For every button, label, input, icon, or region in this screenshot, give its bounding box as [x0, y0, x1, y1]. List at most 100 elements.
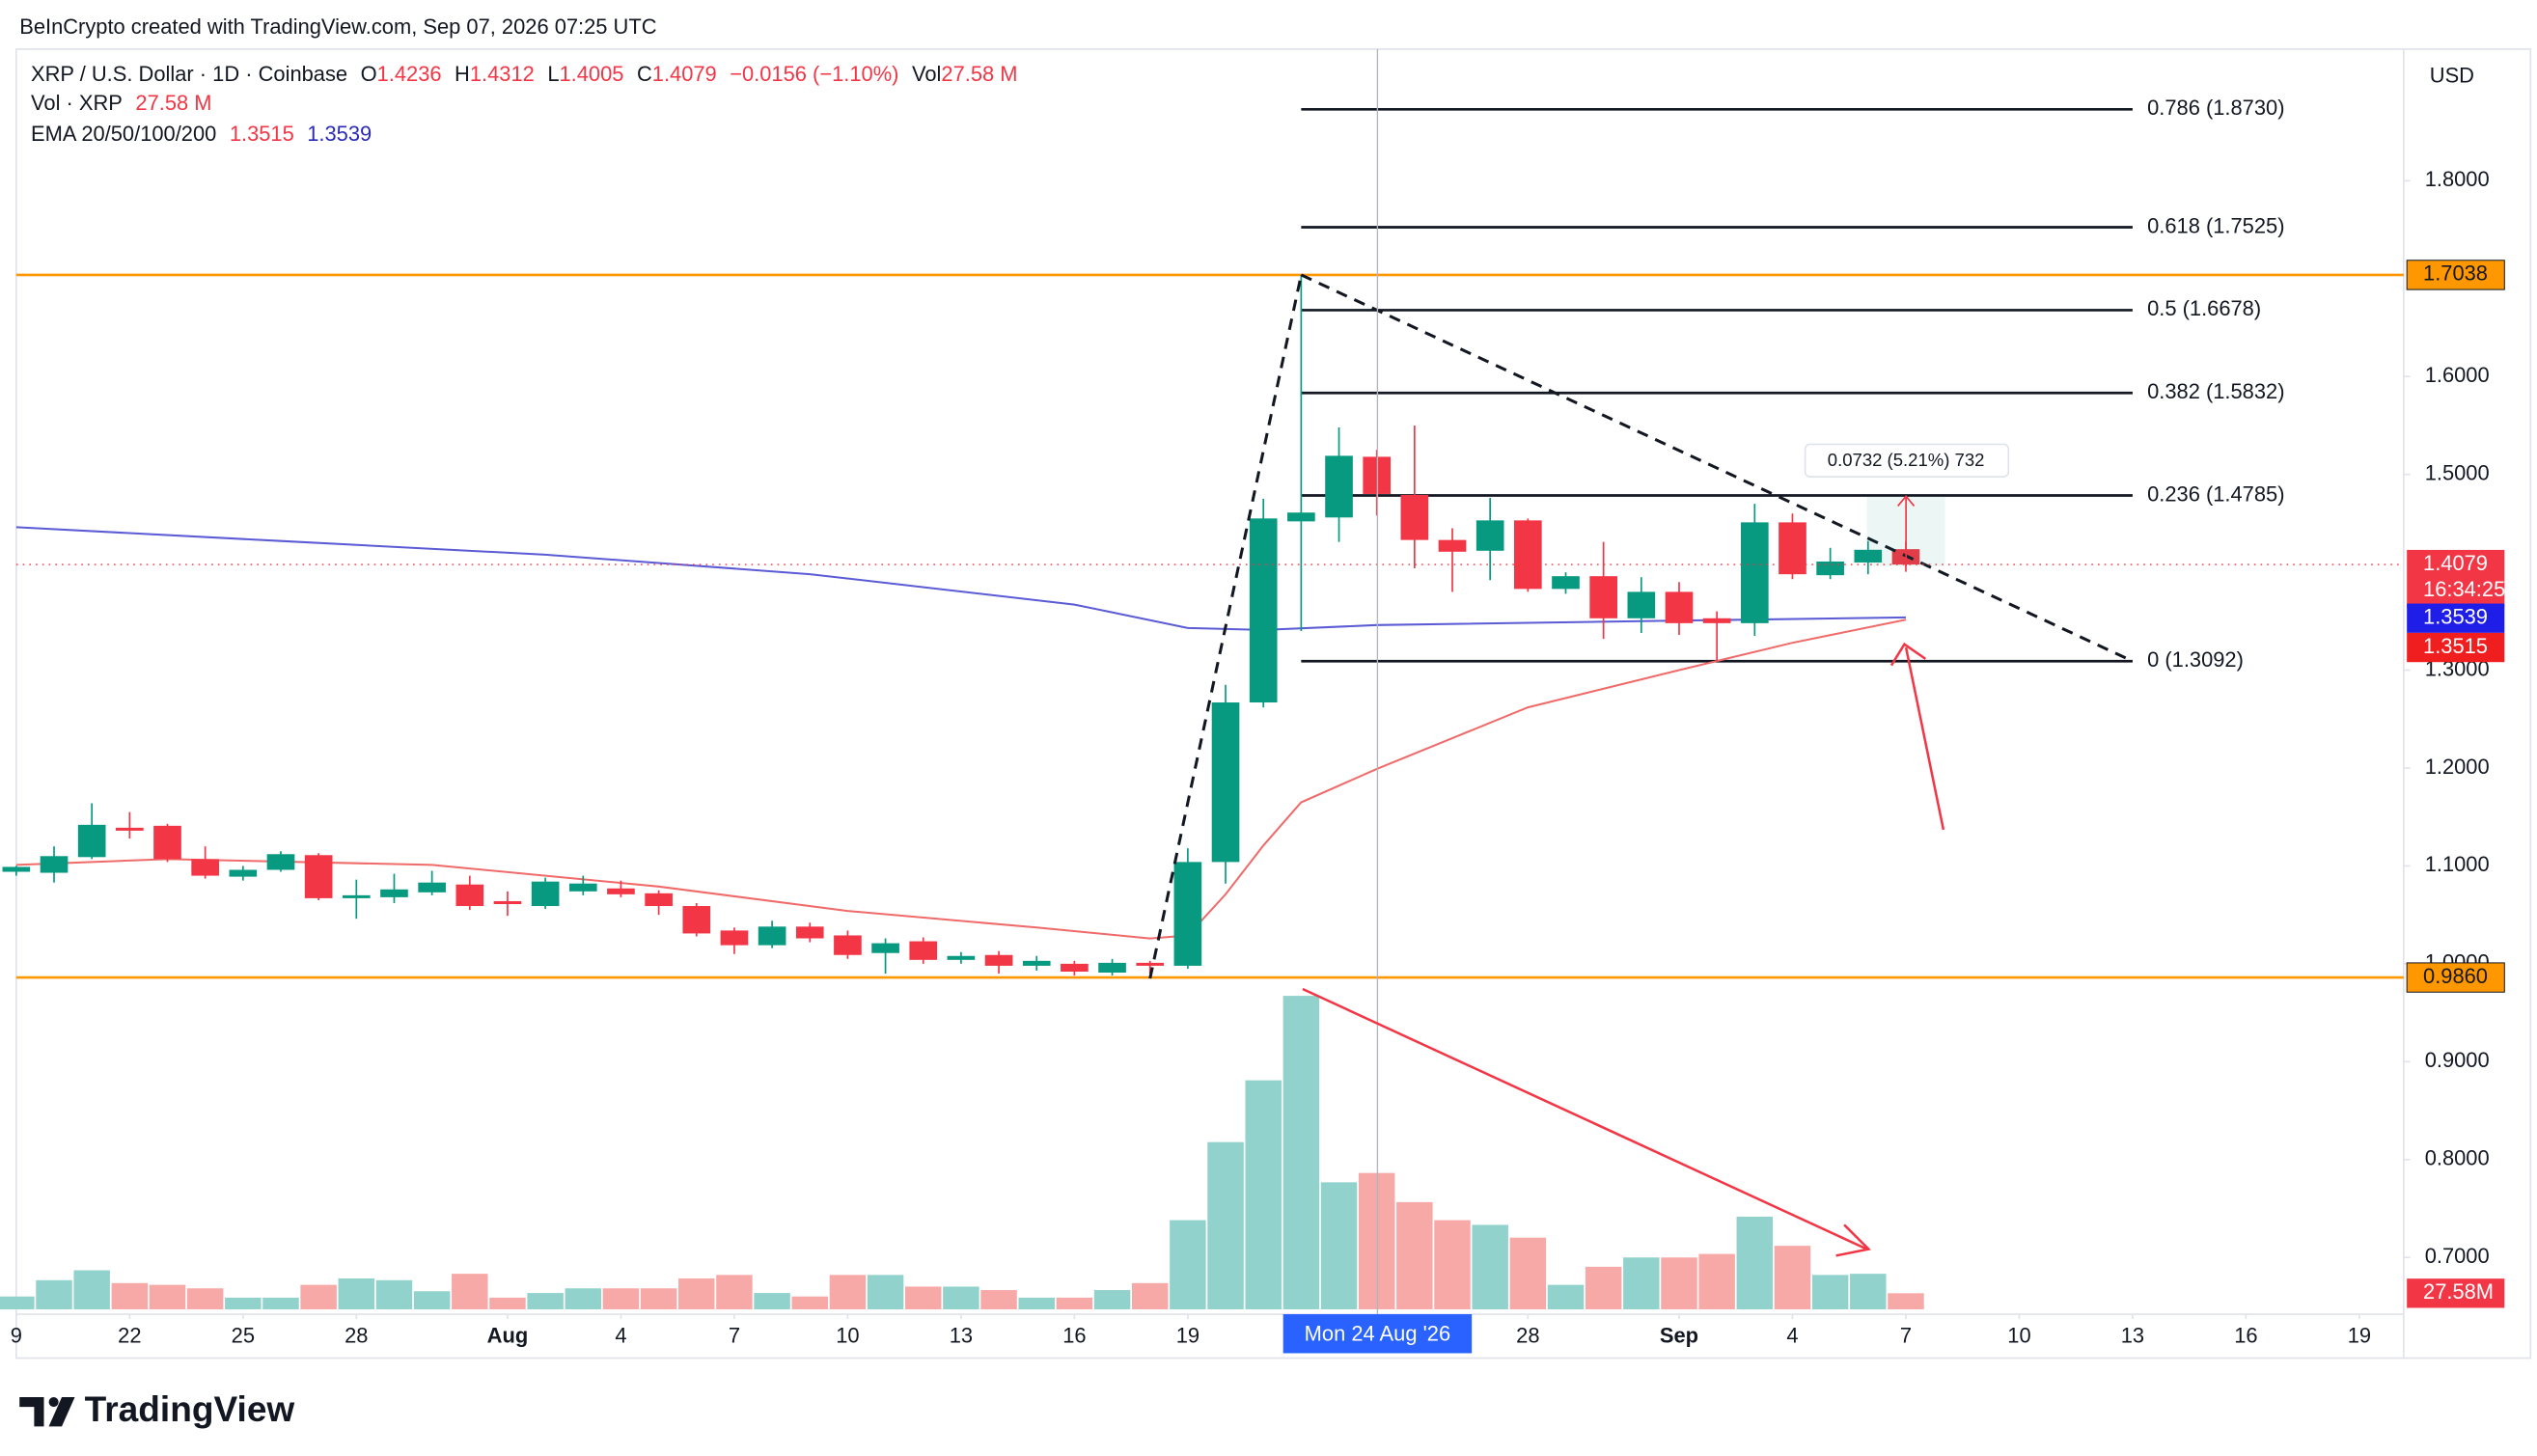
y-tick-label: 1.8000: [2425, 167, 2490, 191]
red-arrow: [1904, 646, 1945, 831]
candle-body: [1022, 960, 1051, 966]
x-tick-label: 28: [345, 1323, 368, 1347]
candle-body: [1552, 576, 1580, 590]
x-tick-label: 10: [836, 1323, 859, 1347]
x-tick-label: 28: [1516, 1323, 1539, 1347]
y-tick-label: 1.6000: [2425, 363, 2490, 387]
price-badge: [2407, 549, 2505, 609]
volume-bar: [1547, 1284, 1585, 1309]
candle-body: [682, 906, 711, 934]
volume-bar: [413, 1291, 451, 1309]
volume-bar: [186, 1288, 224, 1309]
fib-label: 0 (1.3092): [2147, 647, 2244, 672]
crosshair-box: [1282, 1314, 1473, 1354]
volume-bar: [867, 1275, 904, 1309]
level-badge: [2406, 962, 2505, 993]
candle-body: [1740, 522, 1769, 623]
volume-bar: [1320, 1182, 1358, 1309]
red-arrow-head: [1889, 642, 1927, 667]
volume-bar: [1056, 1297, 1093, 1309]
candle-body: [266, 854, 295, 870]
candle-body: [1475, 520, 1504, 551]
l-letter: L: [547, 62, 559, 86]
candle-body: [304, 855, 333, 898]
candle-body: [645, 893, 673, 907]
fib-label: 0.236 (1.4785): [2147, 481, 2284, 506]
candle-body: [834, 935, 862, 955]
fib-label: 0.786 (1.8730): [2147, 96, 2284, 120]
candle-body: [1363, 456, 1392, 494]
y-tick-label: 0.9000: [2425, 1048, 2490, 1072]
volume-bar: [0, 1296, 35, 1309]
x-tick-label: 16: [1062, 1323, 1086, 1347]
volume-bar: [1888, 1293, 1924, 1309]
volume-bar: [1396, 1201, 1433, 1309]
y-tick-label: 1.5000: [2425, 460, 2490, 484]
ema-line: EMA 20/50/100/200: [31, 122, 216, 146]
volume-bar: [943, 1286, 979, 1309]
candle-body: [720, 930, 749, 946]
countdown: 16:34:25: [2423, 577, 2505, 601]
x-tick-label: 10: [2007, 1323, 2030, 1347]
x-tick-label: 19: [1176, 1323, 1200, 1347]
legend-volume: Vol · XRP 27.58 M: [31, 91, 211, 115]
x-tick-label: 13: [950, 1323, 973, 1347]
close-value: 1.4079: [652, 62, 717, 86]
volume-bar: [1698, 1253, 1735, 1309]
c-letter: C: [637, 62, 652, 86]
volume-bar: [678, 1277, 715, 1309]
candle-body: [1061, 963, 1089, 972]
candle-body: [607, 888, 635, 894]
x-tick-label: 16: [2234, 1323, 2257, 1347]
candle-body: [40, 856, 69, 873]
volume-bar: [1093, 1290, 1131, 1309]
candle-body: [1702, 618, 1731, 623]
candle-body: [1173, 862, 1202, 966]
logo-part: [48, 1396, 75, 1427]
o-letter: O: [361, 62, 377, 86]
price-badge-label: 1.4079: [2423, 551, 2488, 575]
volume-bar: [338, 1277, 375, 1309]
ema-badge-label: 1.3539: [2423, 604, 2488, 628]
volume-bar: [225, 1297, 262, 1309]
volume-bar: [149, 1284, 186, 1309]
logo-part: [19, 1396, 44, 1427]
x-tick-label: Aug: [487, 1323, 529, 1347]
logo-part: [48, 1396, 59, 1408]
y-tick-label: 1.2000: [2425, 755, 2490, 779]
volume-bar: [602, 1288, 640, 1309]
candle-body: [1325, 455, 1353, 518]
x-tick-label: 13: [2121, 1323, 2144, 1347]
ema-line: [15, 526, 1906, 631]
candle-body: [191, 859, 219, 876]
ema-line: [15, 618, 1907, 940]
candle-body: [229, 869, 258, 877]
candle-body: [455, 884, 484, 907]
volume-bar: [791, 1296, 828, 1309]
low-value: 1.4005: [560, 62, 624, 86]
volume-bar: [1018, 1297, 1055, 1309]
volume-bar: [1282, 996, 1320, 1309]
x-tick-label: Sep: [1660, 1323, 1698, 1347]
vol-line: Vol · XRP: [31, 91, 123, 115]
x-tick-label: 7: [1900, 1323, 1912, 1347]
volume-bar: [527, 1293, 564, 1309]
volume-bar: [754, 1293, 790, 1309]
volume-bar: [262, 1297, 299, 1309]
volume-bar: [1850, 1274, 1887, 1309]
candle-body: [418, 882, 446, 893]
candle-body: [1627, 591, 1656, 618]
candle-body: [758, 926, 786, 946]
volume-bar: [1811, 1275, 1849, 1309]
trend-line: [1148, 274, 1303, 979]
measure-box: [1804, 443, 2010, 478]
y-tick-label: 0.8000: [2425, 1146, 2490, 1170]
legend-main: XRP / U.S. Dollar · 1D · Coinbase O1.4236…: [31, 62, 1018, 86]
candle-body: [1665, 591, 1694, 623]
volume-bar: [1736, 1216, 1774, 1309]
candle-body: [531, 881, 560, 907]
candle-body: [1249, 518, 1278, 703]
fib-label: 0.618 (1.7525): [2147, 213, 2284, 237]
